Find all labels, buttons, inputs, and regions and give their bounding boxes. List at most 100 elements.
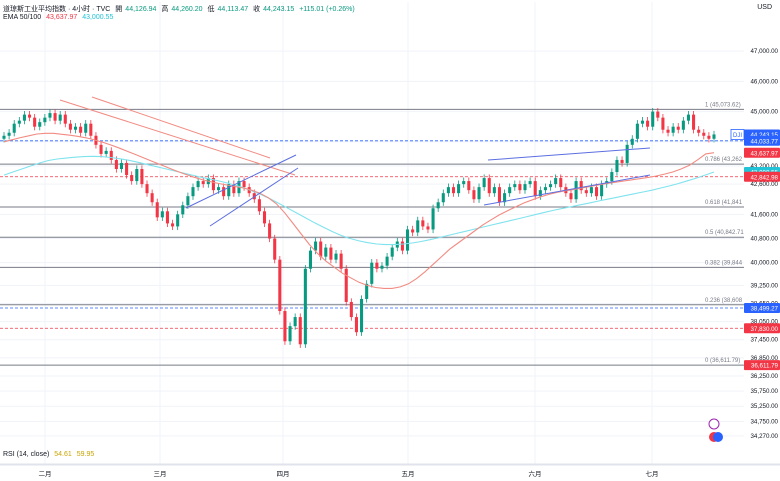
candle-body bbox=[676, 126, 680, 130]
price-axis-tick: 37,450.00 bbox=[750, 337, 778, 344]
candle-body bbox=[165, 211, 169, 224]
fib-label: 0.786 (43,262 bbox=[705, 157, 743, 163]
price-tag bbox=[744, 323, 780, 334]
candle-body bbox=[344, 268, 348, 302]
candle-body bbox=[513, 184, 517, 188]
candle-body bbox=[375, 262, 379, 269]
time-axis-tick: 二月 bbox=[39, 470, 52, 478]
price-axis-tick: 36,850.00 bbox=[750, 355, 778, 362]
candle-body bbox=[334, 253, 338, 260]
candle-body bbox=[528, 181, 532, 185]
candle-body bbox=[431, 208, 435, 230]
low-label: 低 bbox=[207, 6, 215, 13]
candle-body bbox=[211, 178, 215, 191]
candle-body bbox=[661, 117, 665, 130]
candle-body bbox=[640, 120, 645, 124]
candle-body bbox=[630, 138, 634, 145]
event-lightning-icon bbox=[708, 418, 720, 430]
candle-body bbox=[584, 190, 588, 194]
candle-body bbox=[329, 247, 333, 260]
candle-body bbox=[482, 178, 486, 188]
channel-upper bbox=[185, 154, 297, 209]
fib-label: 1 (45,073.62) bbox=[705, 102, 741, 108]
candle-body bbox=[533, 181, 537, 197]
ema50-value: 43,637.97 bbox=[46, 14, 78, 21]
candle-body bbox=[354, 317, 358, 333]
candle-body bbox=[324, 247, 328, 257]
rsi-legend: RSI (14, close) 54.61 59.95 bbox=[3, 451, 97, 458]
price-tag-symbol-box bbox=[730, 129, 745, 140]
channel-lower bbox=[209, 167, 299, 227]
price-tag-value: 44,033.77 bbox=[750, 138, 778, 145]
change-value: +115.01 (+0.26%) bbox=[299, 6, 355, 13]
time-axis-tick: 七月 bbox=[646, 469, 659, 478]
candle-body bbox=[130, 175, 134, 182]
candle-body bbox=[217, 187, 221, 191]
downtrend-line-1 bbox=[91, 96, 271, 159]
candle-body bbox=[436, 202, 440, 209]
candle-body bbox=[421, 220, 425, 227]
time-axis-tick: 三月 bbox=[154, 470, 167, 478]
close-value: 44,243.15 bbox=[263, 6, 295, 13]
price-tag-value: 42,842.98 bbox=[750, 174, 778, 181]
ema100-line bbox=[3, 155, 715, 246]
price-tag bbox=[744, 360, 780, 371]
candle-body bbox=[635, 123, 639, 139]
candle-body bbox=[477, 187, 481, 200]
candle-body bbox=[707, 135, 711, 139]
candle-body bbox=[451, 187, 456, 194]
event-flag-icon-2 bbox=[713, 432, 723, 442]
candle-body bbox=[554, 178, 558, 185]
candle-body bbox=[135, 169, 139, 182]
time-axis-tick: 五月 bbox=[402, 470, 415, 478]
candle-body bbox=[222, 187, 226, 197]
candle-body bbox=[441, 193, 445, 203]
price-axis-tick: 38,050.00 bbox=[750, 319, 778, 326]
close-label: 收 bbox=[253, 6, 261, 13]
candle-body bbox=[242, 181, 246, 188]
candle-body bbox=[48, 113, 52, 118]
candle-body bbox=[298, 317, 302, 345]
price-axis-tick: 35,250.00 bbox=[750, 403, 778, 410]
candle-body bbox=[508, 187, 512, 194]
candle-body bbox=[257, 199, 261, 212]
price-axis-tick: 34,750.00 bbox=[750, 418, 778, 425]
candle-body bbox=[273, 238, 277, 260]
price-tag-value: 44,243.15 bbox=[750, 132, 778, 139]
candle-body bbox=[712, 134, 716, 139]
candle-body bbox=[114, 159, 118, 170]
candle-body bbox=[385, 256, 389, 266]
ema-label: EMA 50/100 bbox=[3, 14, 42, 21]
symbol-title: 道琼斯工业平均指数 · 4小时 · TVC bbox=[3, 6, 111, 13]
price-axis-tick: 41,600.00 bbox=[750, 211, 778, 218]
candle-body bbox=[12, 123, 16, 133]
candle-body bbox=[262, 211, 267, 224]
price-header: 道琼斯工业平均指数 · 4小时 · TVC 開 44,126.94 高 44,260… bbox=[3, 4, 358, 14]
price-tag bbox=[744, 303, 780, 314]
candle-body bbox=[181, 205, 185, 215]
price-tag-value: 43,637.97 bbox=[750, 150, 778, 157]
candle-body bbox=[319, 241, 323, 257]
candle-body bbox=[365, 283, 369, 299]
fib-label: 0.618 (41,841 bbox=[705, 200, 743, 206]
candle-body bbox=[196, 181, 200, 188]
fib-label: 0.5 (40,842.71 bbox=[705, 230, 744, 236]
candle-body bbox=[625, 144, 629, 163]
candle-body bbox=[68, 123, 72, 130]
candle-body bbox=[702, 132, 706, 136]
candle-body bbox=[405, 229, 410, 251]
candle-body bbox=[186, 196, 190, 206]
high-label: 高 bbox=[161, 6, 169, 13]
candle-body bbox=[79, 126, 83, 133]
candle-body bbox=[58, 114, 62, 121]
candle-body bbox=[497, 187, 501, 203]
wedge-lower bbox=[483, 174, 651, 206]
wedge-upper bbox=[487, 147, 651, 161]
candle-body bbox=[656, 111, 660, 118]
candle-body bbox=[349, 301, 353, 318]
ema100-value: 43,000.55 bbox=[82, 14, 114, 21]
candle-body bbox=[201, 181, 205, 185]
candle-body bbox=[314, 241, 318, 251]
candle-body bbox=[538, 190, 542, 197]
